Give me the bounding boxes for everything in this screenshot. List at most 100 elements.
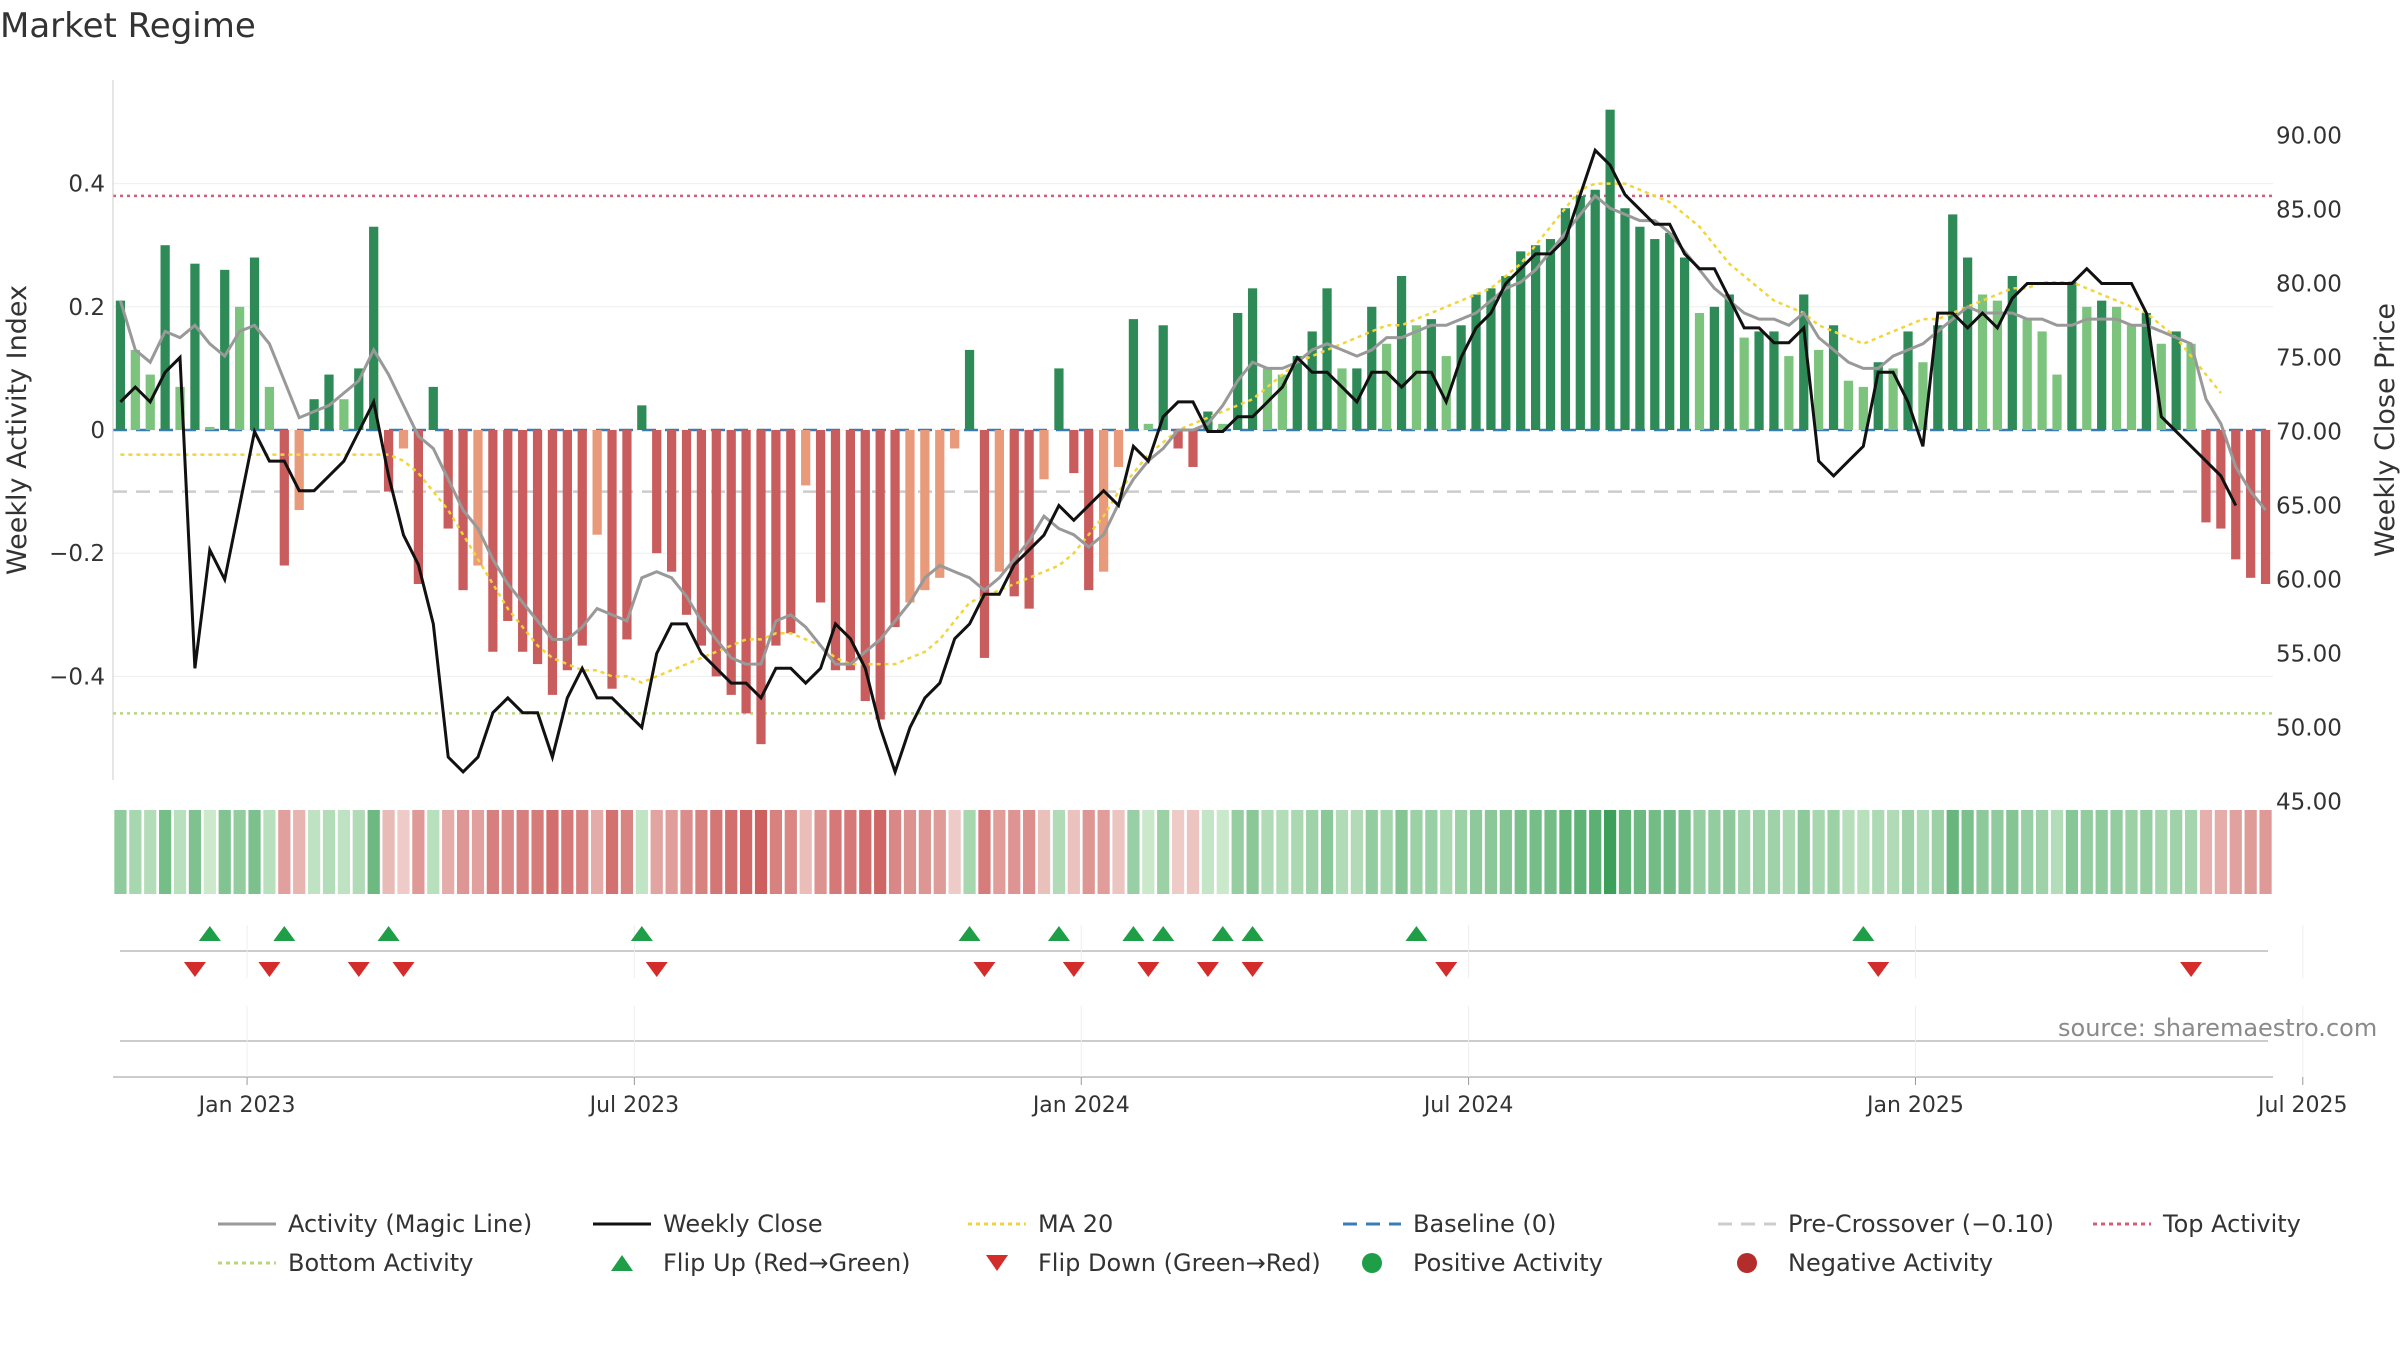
heat-strip-cell (1842, 810, 1855, 894)
heat-strip-cell (1872, 810, 1885, 894)
heat-strip-cell (1186, 810, 1200, 894)
activity-bar (383, 430, 394, 492)
activity-bar (1694, 312, 1705, 430)
activity-bar (652, 430, 662, 554)
activity-bar (547, 430, 558, 695)
activity-bar (1084, 430, 1094, 591)
heat-strip-cell (1887, 810, 1900, 894)
activity-bar (1903, 331, 1913, 430)
activity-bar (1531, 245, 1541, 430)
heat-strip-cell (1648, 810, 1661, 894)
activity-bar (1247, 288, 1258, 430)
heat-strip-cell (486, 810, 499, 894)
heat-strip-cell (114, 810, 127, 894)
activity-bar (592, 430, 602, 535)
activity-bar (1888, 368, 1898, 430)
activity-bar (726, 430, 736, 695)
heat-strip-cell (1603, 810, 1617, 894)
heat-strip-cell (367, 810, 380, 894)
activity-bar (1173, 430, 1183, 449)
heat-strip-cell (2021, 810, 2034, 894)
activity-bar (2246, 430, 2256, 578)
activity-bar (339, 399, 349, 430)
heat-strip-cell (1633, 810, 1647, 894)
left-tick-label: 0 (90, 418, 105, 444)
activity-bar (2111, 306, 2122, 430)
activity-bar (1799, 294, 1809, 430)
heat-strip-cell (352, 810, 365, 894)
activity-bar (398, 430, 409, 449)
heat-strip-cell (1440, 810, 1453, 894)
heat-strip-cell (1335, 810, 1349, 894)
heat-strip-cell (1201, 810, 1215, 894)
heat-strip-cell (1916, 810, 1930, 894)
activity-bar (309, 399, 319, 430)
flip-down-marker (1867, 962, 1890, 977)
activity-bar (1277, 374, 1287, 430)
legend-item: Flip Up (Red→Green) (611, 1249, 911, 1277)
heat-strip-cell (278, 810, 291, 894)
activity-bar (518, 430, 528, 652)
activity-bar (1769, 331, 1779, 430)
activity-bar (2156, 343, 2166, 430)
activity-bar (279, 430, 289, 566)
legend-swatch (986, 1255, 1008, 1271)
activity-bar (1754, 331, 1764, 430)
heat-strip-cell (1663, 810, 1676, 894)
heat-strip-cell (2110, 810, 2123, 894)
heat-strip-cell (665, 810, 678, 894)
x-axis: Jan 2023 Jul 2023 Jan 2024 Jul 2024 Jan 2025… (113, 1006, 2348, 1118)
activity-bar (696, 430, 707, 646)
activity-bar (875, 430, 885, 720)
activity-bar (1992, 300, 2003, 430)
activity-bar (473, 430, 483, 566)
activity-bar (1307, 331, 1317, 430)
flip-up-marker (958, 926, 981, 941)
heat-strip-cell (456, 810, 470, 894)
heat-strip-cell (397, 810, 410, 894)
activity-bar (1590, 189, 1600, 430)
activity-bar (935, 430, 945, 578)
right-tick-label: 65.00 (2276, 494, 2342, 520)
right-tick-label: 55.00 (2276, 642, 2342, 668)
legend-label: Pre-Crossover (−0.10) (1788, 1210, 2054, 1238)
activity-bar (1396, 276, 1407, 430)
activity-bar (1411, 325, 1422, 430)
activity-bar (160, 245, 170, 430)
heat-strip-cell (1901, 810, 1915, 894)
heat-strip-cell (1127, 810, 1140, 894)
heat-strip-cell (591, 810, 604, 894)
heat-strip-cell (471, 810, 485, 894)
activity-bar (1516, 251, 1526, 430)
heat-strip-cell (2244, 810, 2257, 894)
weekly-close-line (119, 147, 2238, 777)
flip-up-marker (1241, 926, 1264, 941)
left-tick-label: −0.4 (49, 664, 105, 690)
activity-bar (1099, 430, 1109, 572)
activity-bar (950, 430, 960, 449)
activity-bar (354, 368, 364, 430)
heat-strip-cell (218, 810, 231, 894)
heat-strip-cell (605, 810, 619, 894)
activity-bar (324, 374, 334, 430)
heat-strip-cell (918, 810, 931, 894)
activity-bar (2082, 306, 2092, 430)
flip-up-marker (273, 926, 296, 941)
legend-item: Positive Activity (1362, 1249, 1603, 1277)
left-tick-label: 0.4 (68, 172, 105, 198)
activity-bar (2052, 374, 2062, 430)
activity-bar (1009, 430, 1019, 597)
right-tick-label: 75.00 (2276, 346, 2342, 372)
activity-bar (1620, 208, 1630, 430)
activity-bar (771, 430, 781, 646)
heat-strip-cell (1514, 810, 1527, 894)
heat-strip-cell (784, 810, 797, 894)
chart-title: Market Regime (0, 6, 256, 46)
x-tick-label: Jul 2023 (588, 1093, 680, 1118)
legend-item: MA 20 (968, 1210, 1113, 1238)
activity-bar (1143, 423, 1153, 430)
activity-bar (1784, 356, 1794, 430)
flip-down-marker (2180, 962, 2203, 977)
heat-strip-cell (829, 810, 842, 894)
activity-bar (220, 269, 230, 430)
